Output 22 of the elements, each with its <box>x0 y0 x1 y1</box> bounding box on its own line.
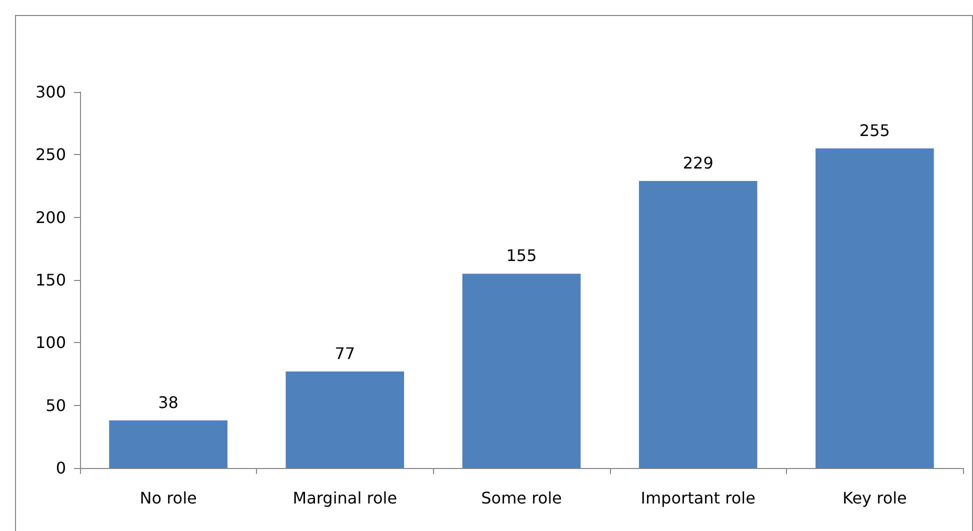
x-tick-label: Marginal role <box>292 488 398 508</box>
y-tick-label: 200 <box>35 208 66 227</box>
bar <box>638 180 758 468</box>
y-tick-label: 50 <box>46 396 66 415</box>
bar <box>109 420 228 468</box>
x-tick-label: Important role <box>640 488 756 508</box>
y-tick-label: 250 <box>35 145 66 164</box>
data-label: 155 <box>506 246 537 266</box>
y-tick-label: 150 <box>35 270 66 290</box>
x-tick-label: No role <box>140 488 197 508</box>
y-tick-label: 0 <box>56 458 66 478</box>
data-label: 38 <box>158 392 178 412</box>
data-label: 255 <box>859 120 890 140</box>
y-tick-label: 100 <box>35 333 66 352</box>
y-tick-label: 300 <box>35 82 66 102</box>
x-tick-label: Some role <box>481 488 562 508</box>
bar <box>462 274 581 468</box>
bar <box>286 371 404 468</box>
x-tick-label: Key role <box>842 488 907 508</box>
data-label: 77 <box>334 344 356 363</box>
bar <box>816 148 934 468</box>
data-label: 229 <box>682 153 714 172</box>
